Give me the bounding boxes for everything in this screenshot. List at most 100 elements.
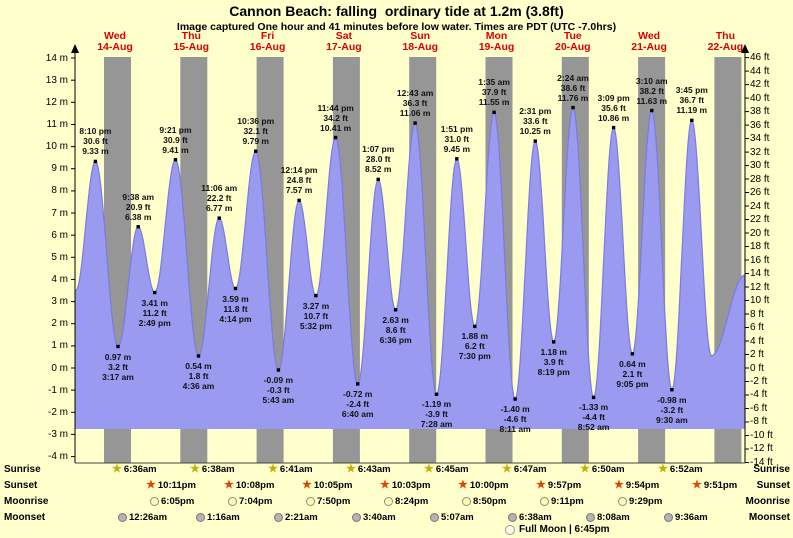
tide-event-label: -0.09 m -0.3 ft 5:43 am <box>262 374 295 405</box>
tide-extreme-dot <box>455 157 459 161</box>
moonrise-icon <box>150 497 159 506</box>
moonset-item: 12:26am <box>118 511 167 524</box>
y-axis-right-tick-label: 28 ft <box>750 173 770 185</box>
tide-event-label: 11:06 am 22.2 ft 6.77 m <box>201 183 238 214</box>
tide-event-label: 2:31 pm 33.6 ft 10.25 m <box>519 106 552 137</box>
sunset-item: ★ 10:00pm <box>458 479 509 492</box>
day-label: Thu 15-Aug <box>173 30 210 53</box>
moonset-item: 1:16am <box>196 511 240 524</box>
tide-extreme-dot <box>173 158 178 162</box>
y-axis-left-tick-label: 13 m <box>45 74 68 86</box>
tide-extreme-dot <box>434 392 439 396</box>
sunset-item: ★ 9:57pm <box>536 479 582 492</box>
y-axis-right-tick-label: 22 ft <box>750 214 770 226</box>
sunrise-icon: ★ <box>112 463 122 475</box>
chart-title: Cannon Beach: falling ordinary tide at 1… <box>229 3 564 19</box>
moonrise-icon <box>384 497 393 506</box>
tide-event-label: -1.33 m -4.4 ft 8:52 am <box>577 402 610 433</box>
tide-event-label: 2.63 m 8.6 ft 6:36 pm <box>379 314 412 345</box>
tide-event-label: 11:44 pm 34.2 ft 10.41 m <box>317 102 354 133</box>
day-label: Fri 16-Aug <box>249 30 286 53</box>
sunset-icon: ★ <box>692 479 702 491</box>
sunrise-item: ★ 6:36am <box>112 463 157 476</box>
y-axis-left-arrow <box>71 44 79 53</box>
sunset-icon: ★ <box>146 479 156 491</box>
y-axis-left-tick-label: 7 m <box>51 207 68 219</box>
sunrise-icon: ★ <box>424 463 434 475</box>
y-axis-right-tick-label: 20 ft <box>750 227 770 239</box>
y-axis-right-tick-label: 0 ft <box>750 362 764 374</box>
tide-event-label: 0.54 m 1.8 ft 4:36 am <box>182 361 215 392</box>
moonset-icon <box>352 513 361 522</box>
moonset-item: 8:08am <box>586 511 630 524</box>
full-moon-annotation: Full Moon | 6:45pm <box>505 524 610 535</box>
tide-extreme-dot <box>670 388 674 392</box>
tide-extreme-dot <box>314 293 318 298</box>
moonrise-icon <box>306 497 315 506</box>
y-axis-left-tick-label: -2 m <box>48 406 68 418</box>
y-axis-left-tick-label: 2 m <box>51 318 68 330</box>
sunset-icon: ★ <box>224 479 234 491</box>
moonrise-icon <box>618 497 627 506</box>
moonset-item: 5:07am <box>430 511 474 524</box>
tide-event-label: 12:43 am 36.3 ft 11.06 m <box>396 88 434 119</box>
moonrise-item: 9:11pm <box>540 495 584 508</box>
moonrise-row-label-left: Moonrise <box>4 496 49 507</box>
moonset-icon <box>664 513 673 522</box>
moonrise-item: 8:24pm <box>384 495 428 508</box>
y-axis-right-tick-label: 6 ft <box>750 322 764 333</box>
moonrise-item: 7:04pm <box>228 495 272 508</box>
y-axis-left-tick-label: 11 m <box>46 118 69 130</box>
tide-event-label: 3.27 m 10.7 ft 5:32 pm <box>299 300 332 331</box>
tide-extreme-dot <box>492 110 496 114</box>
y-axis-right-tick-label: -10 ft <box>750 429 773 441</box>
y-axis-left-tick-label: 10 m <box>45 141 68 153</box>
y-axis-left-tick-label: -1 m <box>48 384 68 396</box>
y-axis-right-tick-label: 14 ft <box>750 268 770 280</box>
tide-extreme-dot <box>153 290 157 295</box>
tide-extreme-dot <box>630 352 635 356</box>
sunset-row-label-right: Sunset <box>756 480 790 491</box>
moonset-icon <box>118 513 127 522</box>
sunset-icon: ★ <box>302 479 312 491</box>
tide-extreme-dot <box>116 344 120 349</box>
sunrise-icon: ★ <box>346 463 356 475</box>
sunrise-item: ★ 6:43am <box>346 463 391 476</box>
tide-extreme-dot <box>376 177 380 182</box>
moonset-icon <box>508 513 517 522</box>
tide-extreme-dot <box>552 340 556 344</box>
tide-event-label: 1.18 m 3.9 ft 8:19 pm <box>537 346 570 377</box>
y-axis-right-tick-label: -14 ft <box>750 456 773 468</box>
tide-extreme-dot <box>611 125 616 130</box>
moonset-item: 6:38am <box>508 511 552 524</box>
moonrise-item: 6:05pm <box>150 495 194 508</box>
sunset-icon: ★ <box>458 479 468 491</box>
y-axis-right-tick-label: 8 ft <box>750 308 764 320</box>
y-axis-right-tick-label: 34 ft <box>750 133 770 145</box>
moonset-icon <box>430 513 439 522</box>
sunset-icon: ★ <box>536 479 546 491</box>
tide-event-label: 3:09 pm 35.6 ft 10.86 m <box>597 92 630 123</box>
tide-event-label: 3.41 m 11.2 ft 2:49 pm <box>138 297 171 328</box>
sunset-item: ★ 9:54pm <box>614 479 660 492</box>
tide-event-label: -1.40 m -4.6 ft 8:11 am <box>499 403 531 434</box>
sunrise-icon: ★ <box>502 463 512 475</box>
sunrise-row-label-left: Sunrise <box>4 464 41 475</box>
tide-extreme-dot <box>217 216 221 220</box>
sunset-item: ★ 10:08pm <box>224 479 275 492</box>
tide-event-label: 3.59 m 11.8 ft 4:14 pm <box>219 293 252 324</box>
y-axis-right-tick-label: 26 ft <box>750 187 770 199</box>
tide-extreme-dot <box>393 308 398 312</box>
y-axis-left-tick-label: 9 m <box>51 163 68 175</box>
y-axis-right-tick-label: 4 ft <box>750 335 764 347</box>
tide-event-label: 3:45 pm 36.7 ft 11.19 m <box>675 85 708 116</box>
tide-extreme-dot <box>533 139 537 143</box>
y-axis-right-tick-label: -6 ft <box>750 402 768 414</box>
moonset-icon <box>196 513 205 522</box>
y-axis-right-tick-label: 38 ft <box>750 106 770 118</box>
plot-area <box>75 57 745 463</box>
y-axis-left-tick-label: 3 m <box>51 296 68 308</box>
tide-event-label: -0.98 m -3.2 ft 9:30 am <box>656 394 688 425</box>
sunrise-item: ★ 6:47am <box>502 463 547 476</box>
y-axis-right-tick-label: 10 ft <box>750 295 770 307</box>
